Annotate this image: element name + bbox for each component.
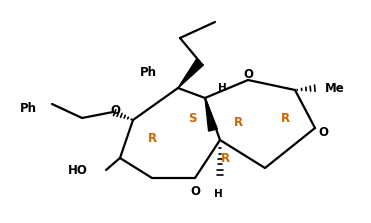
Text: O: O [318,126,328,138]
Text: H: H [214,189,222,199]
Text: HO: HO [68,163,88,176]
Text: S: S [188,112,196,124]
Text: O: O [243,68,253,81]
Text: O: O [190,185,200,198]
Text: O: O [110,103,120,116]
Text: H: H [218,83,226,93]
Text: Me: Me [325,81,345,95]
Text: Ph: Ph [139,66,157,78]
Text: R: R [233,116,243,128]
Polygon shape [205,98,217,131]
Text: R: R [220,151,230,165]
Text: R: R [280,112,289,124]
Text: Ph: Ph [20,101,36,114]
Text: R: R [147,132,157,145]
Polygon shape [178,59,203,88]
